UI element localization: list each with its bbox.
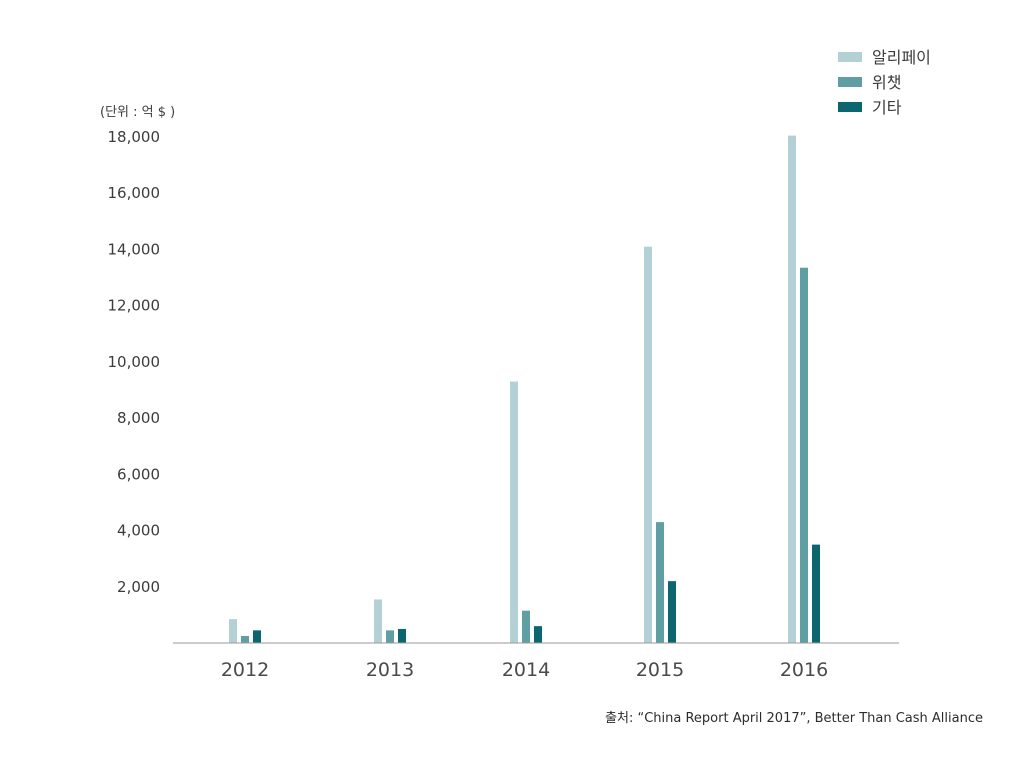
bar-2013-2 [398,628,406,643]
legend-label: 위챗 [872,73,901,92]
bar-2015-0 [644,246,652,643]
bar-2013-1 [386,630,394,643]
bar-2014-1 [522,610,530,643]
y-tick-label: 18,000 [108,128,161,146]
y-tick-label: 4,000 [117,522,160,540]
bar-2016-2 [812,544,820,643]
y-tick-label: 12,000 [108,297,161,315]
y-tick-label: 6,000 [117,465,160,483]
bar-2012-2 [253,630,261,643]
y-axis-ticks: 2,000 4,000 6,000 8,000 10,000 12,000 14,000 16… [108,128,161,596]
x-tick-label: 2016 [780,659,828,681]
bar-2015-1 [656,522,664,643]
bars-group [229,135,820,643]
legend-swatch [838,52,862,62]
legend-label: 기타 [872,98,902,117]
x-tick-label: 2015 [636,659,684,681]
bar-2014-2 [534,626,542,643]
bar-2015-2 [668,581,676,643]
unit-label: (단위 : 억 $ ) [100,105,175,120]
bar-2012-0 [229,619,237,643]
y-tick-label: 14,000 [108,240,161,258]
bar-2016-0 [788,135,796,643]
x-tick-label: 2012 [221,659,269,681]
y-tick-label: 10,000 [108,353,161,371]
legend-swatch [838,102,862,112]
source-note: 출처: “China Report April 2017”, Better Th… [605,711,983,726]
bar-2013-0 [374,599,382,643]
bar-2012-1 [241,635,249,643]
y-tick-label: 16,000 [108,184,161,202]
legend-label: 알리페이 [872,48,931,67]
bar-2014-0 [510,381,518,643]
x-tick-label: 2014 [502,659,550,681]
x-axis-labels: 2012 2013 2014 2015 2016 [221,659,828,681]
bar-2016-1 [800,267,808,643]
y-tick-label: 8,000 [117,409,160,427]
y-tick-label: 2,000 [117,578,160,596]
legend-swatch [838,77,862,87]
x-tick-label: 2013 [366,659,414,681]
